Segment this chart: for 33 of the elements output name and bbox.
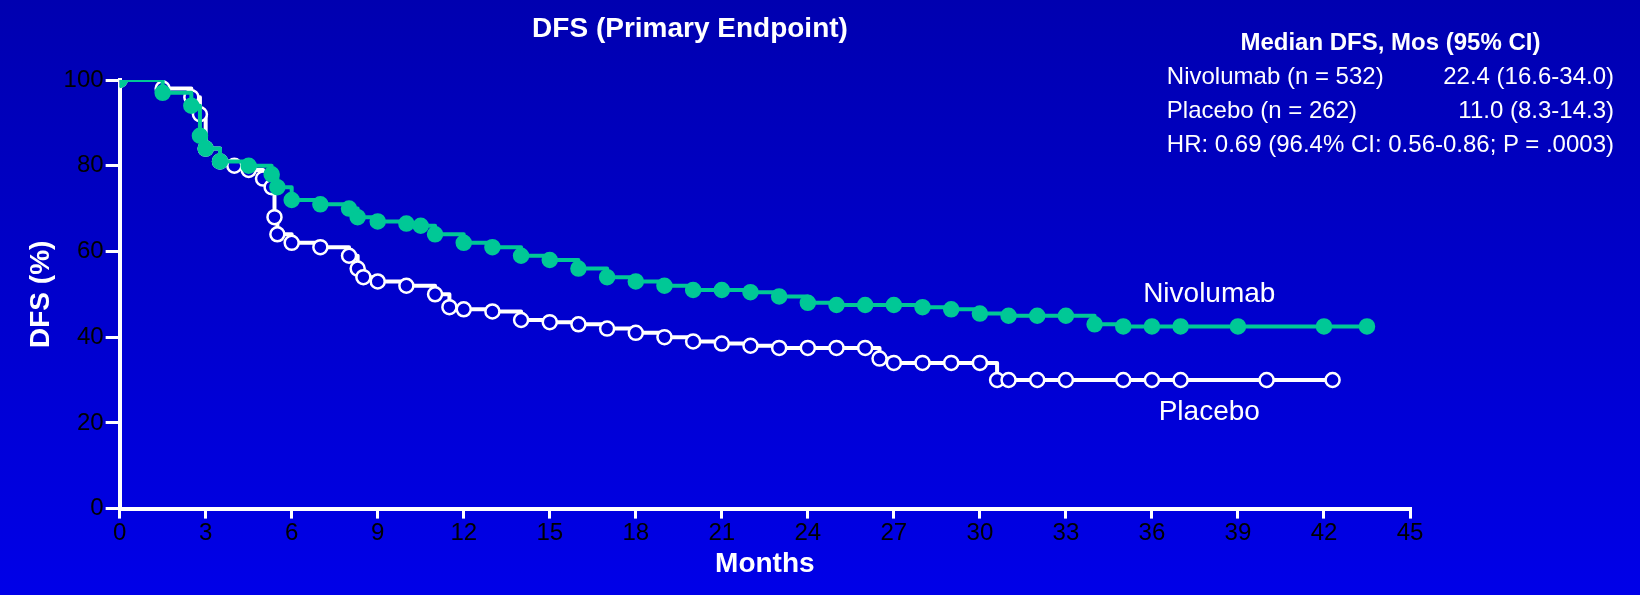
y-axis-title: DFS (%) — [23, 240, 55, 348]
y-tick-label: 0 — [90, 493, 104, 521]
text: 22.4 (16.6-34.0) — [1442, 62, 1614, 90]
x-tick-label: 15 — [536, 517, 564, 545]
x-tick-label: 42 — [1310, 517, 1338, 545]
x-tick-label: 30 — [966, 517, 994, 545]
x-tick-label: 36 — [1138, 517, 1166, 545]
x-tick-label: 45 — [1396, 517, 1424, 545]
x-tick-label: 0 — [112, 517, 127, 545]
x-tick-label: 6 — [285, 517, 299, 545]
x-tick-label: 21 — [708, 517, 736, 545]
y-tick-label: 20 — [76, 407, 104, 435]
x-tick-label: 27 — [880, 517, 908, 545]
annotation: HR: 0.69 (96.4% CI: 0.56-0.86; P = .0003) — [1166, 130, 1614, 158]
y-tick-label: 80 — [76, 150, 104, 178]
series-label: Nivolumab — [1143, 277, 1276, 309]
x-axis-title: Months — [715, 546, 815, 578]
y-tick-label: 40 — [76, 321, 104, 349]
text: 11.0 (8.3-14.3) — [1457, 96, 1614, 124]
series-label: Placebo — [1158, 394, 1260, 426]
chart-title: DFS (Primary Endpoint) — [532, 12, 848, 44]
annotation: Placebo (n = 262) — [1166, 96, 1358, 124]
y-tick-label: 100 — [63, 64, 104, 92]
text: Median DFS, Mos (95% CI) — [1239, 28, 1542, 56]
y-tick-label: 60 — [76, 236, 104, 264]
x-tick-label: 12 — [450, 517, 478, 545]
x-tick-label: 3 — [198, 517, 213, 545]
x-tick-label: 33 — [1052, 517, 1080, 545]
x-tick-label: 18 — [622, 517, 650, 545]
x-tick-label: 39 — [1224, 517, 1252, 545]
x-tick-label: 9 — [371, 517, 385, 545]
annotation: Nivolumab (n = 532) — [1166, 62, 1385, 90]
x-tick-label: 24 — [794, 517, 822, 545]
